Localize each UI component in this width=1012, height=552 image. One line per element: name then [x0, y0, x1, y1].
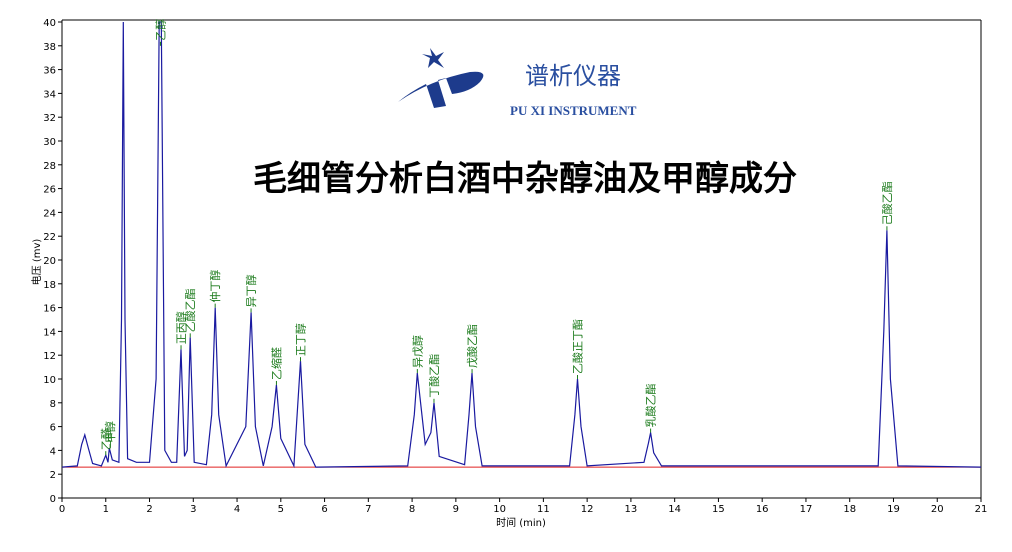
y-tick-label: 24	[43, 208, 56, 219]
peak-label: 丁酸乙酯	[427, 354, 441, 398]
y-tick-label: 12	[43, 351, 56, 362]
y-tick-label: 2	[50, 470, 56, 481]
x-tick-label: 12	[581, 504, 594, 515]
peak-label: 乙醛	[99, 428, 113, 450]
x-tick-label: 7	[365, 504, 371, 515]
x-tick-label: 20	[931, 504, 944, 515]
logo	[398, 48, 484, 108]
x-tick-label: 2	[146, 504, 152, 515]
x-tick-label: 5	[278, 504, 284, 515]
y-tick-label: 32	[43, 113, 56, 124]
peak-label: 己酸乙酯	[880, 181, 894, 225]
y-tick-label: 14	[43, 327, 56, 338]
y-tick-label: 0	[50, 494, 56, 505]
peak-label: 异戊醇	[410, 335, 424, 368]
peak-label: 乙缩醛	[269, 347, 283, 380]
x-tick-label: 3	[190, 504, 196, 515]
y-tick-label: 34	[43, 89, 56, 100]
y-tick-label: 16	[43, 304, 56, 315]
peak-label: 乙醇	[153, 19, 167, 41]
chart-title: 毛细管分析白酒中杂醇油及甲醇成分	[253, 159, 797, 199]
y-tick-label: 28	[43, 161, 56, 172]
y-tick-label: 30	[43, 137, 56, 148]
x-tick-label: 9	[453, 504, 459, 515]
y-tick-label: 20	[43, 256, 56, 267]
peak-label: 甲醇	[103, 421, 117, 443]
y-tick-label: 38	[43, 42, 56, 53]
peak-label: 仲丁醇	[208, 270, 222, 303]
x-tick-label: 16	[756, 504, 769, 515]
y-tick-label: 40	[43, 18, 56, 29]
peak-label: 乳酸乙酯	[644, 384, 658, 428]
peak-label: 乙酸正丁酯	[571, 319, 585, 374]
peak-label: 戊酸乙酯	[465, 324, 479, 368]
logo-star	[422, 48, 444, 68]
x-tick-label: 6	[321, 504, 327, 515]
brand-name-en: PU XI INSTRUMENT	[510, 103, 637, 118]
x-tick-label: 10	[493, 504, 506, 515]
x-tick-label: 21	[975, 504, 988, 515]
y-tick-label: 18	[43, 280, 56, 291]
x-axis-label: 时间 (min)	[496, 516, 546, 529]
x-tick-label: 0	[59, 504, 65, 515]
x-tick-label: 11	[537, 504, 550, 515]
peak-label: 正丁醇	[294, 323, 308, 356]
x-tick-label: 18	[843, 504, 856, 515]
peak-label: 异丁醇	[244, 274, 258, 307]
chromatogram-line	[61, 21, 982, 469]
x-tick-label: 14	[668, 504, 681, 515]
y-tick-label: 4	[50, 446, 56, 457]
y-tick-label: 22	[43, 232, 56, 243]
y-tick-label: 26	[43, 185, 56, 196]
y-tick-label: 6	[50, 423, 56, 434]
x-tick-label: 19	[887, 504, 900, 515]
y-tick-label: 10	[43, 375, 56, 386]
x-tick-label: 13	[625, 504, 638, 515]
brand-name: 谱析仪器	[525, 62, 621, 90]
y-tick-label: 36	[43, 66, 56, 77]
x-tick-label: 15	[712, 504, 725, 515]
x-tick-label: 8	[409, 504, 415, 515]
x-tick-label: 17	[800, 504, 813, 515]
x-tick-label: 4	[234, 504, 240, 515]
peak-label: 乙酸乙酯	[183, 288, 197, 332]
x-tick-label: 1	[103, 504, 109, 515]
y-tick-label: 8	[50, 399, 56, 410]
y-axis-label: 电压 (mv)	[30, 239, 43, 286]
peak-label: 正丙醇	[174, 311, 188, 344]
logo-mark	[398, 71, 484, 108]
